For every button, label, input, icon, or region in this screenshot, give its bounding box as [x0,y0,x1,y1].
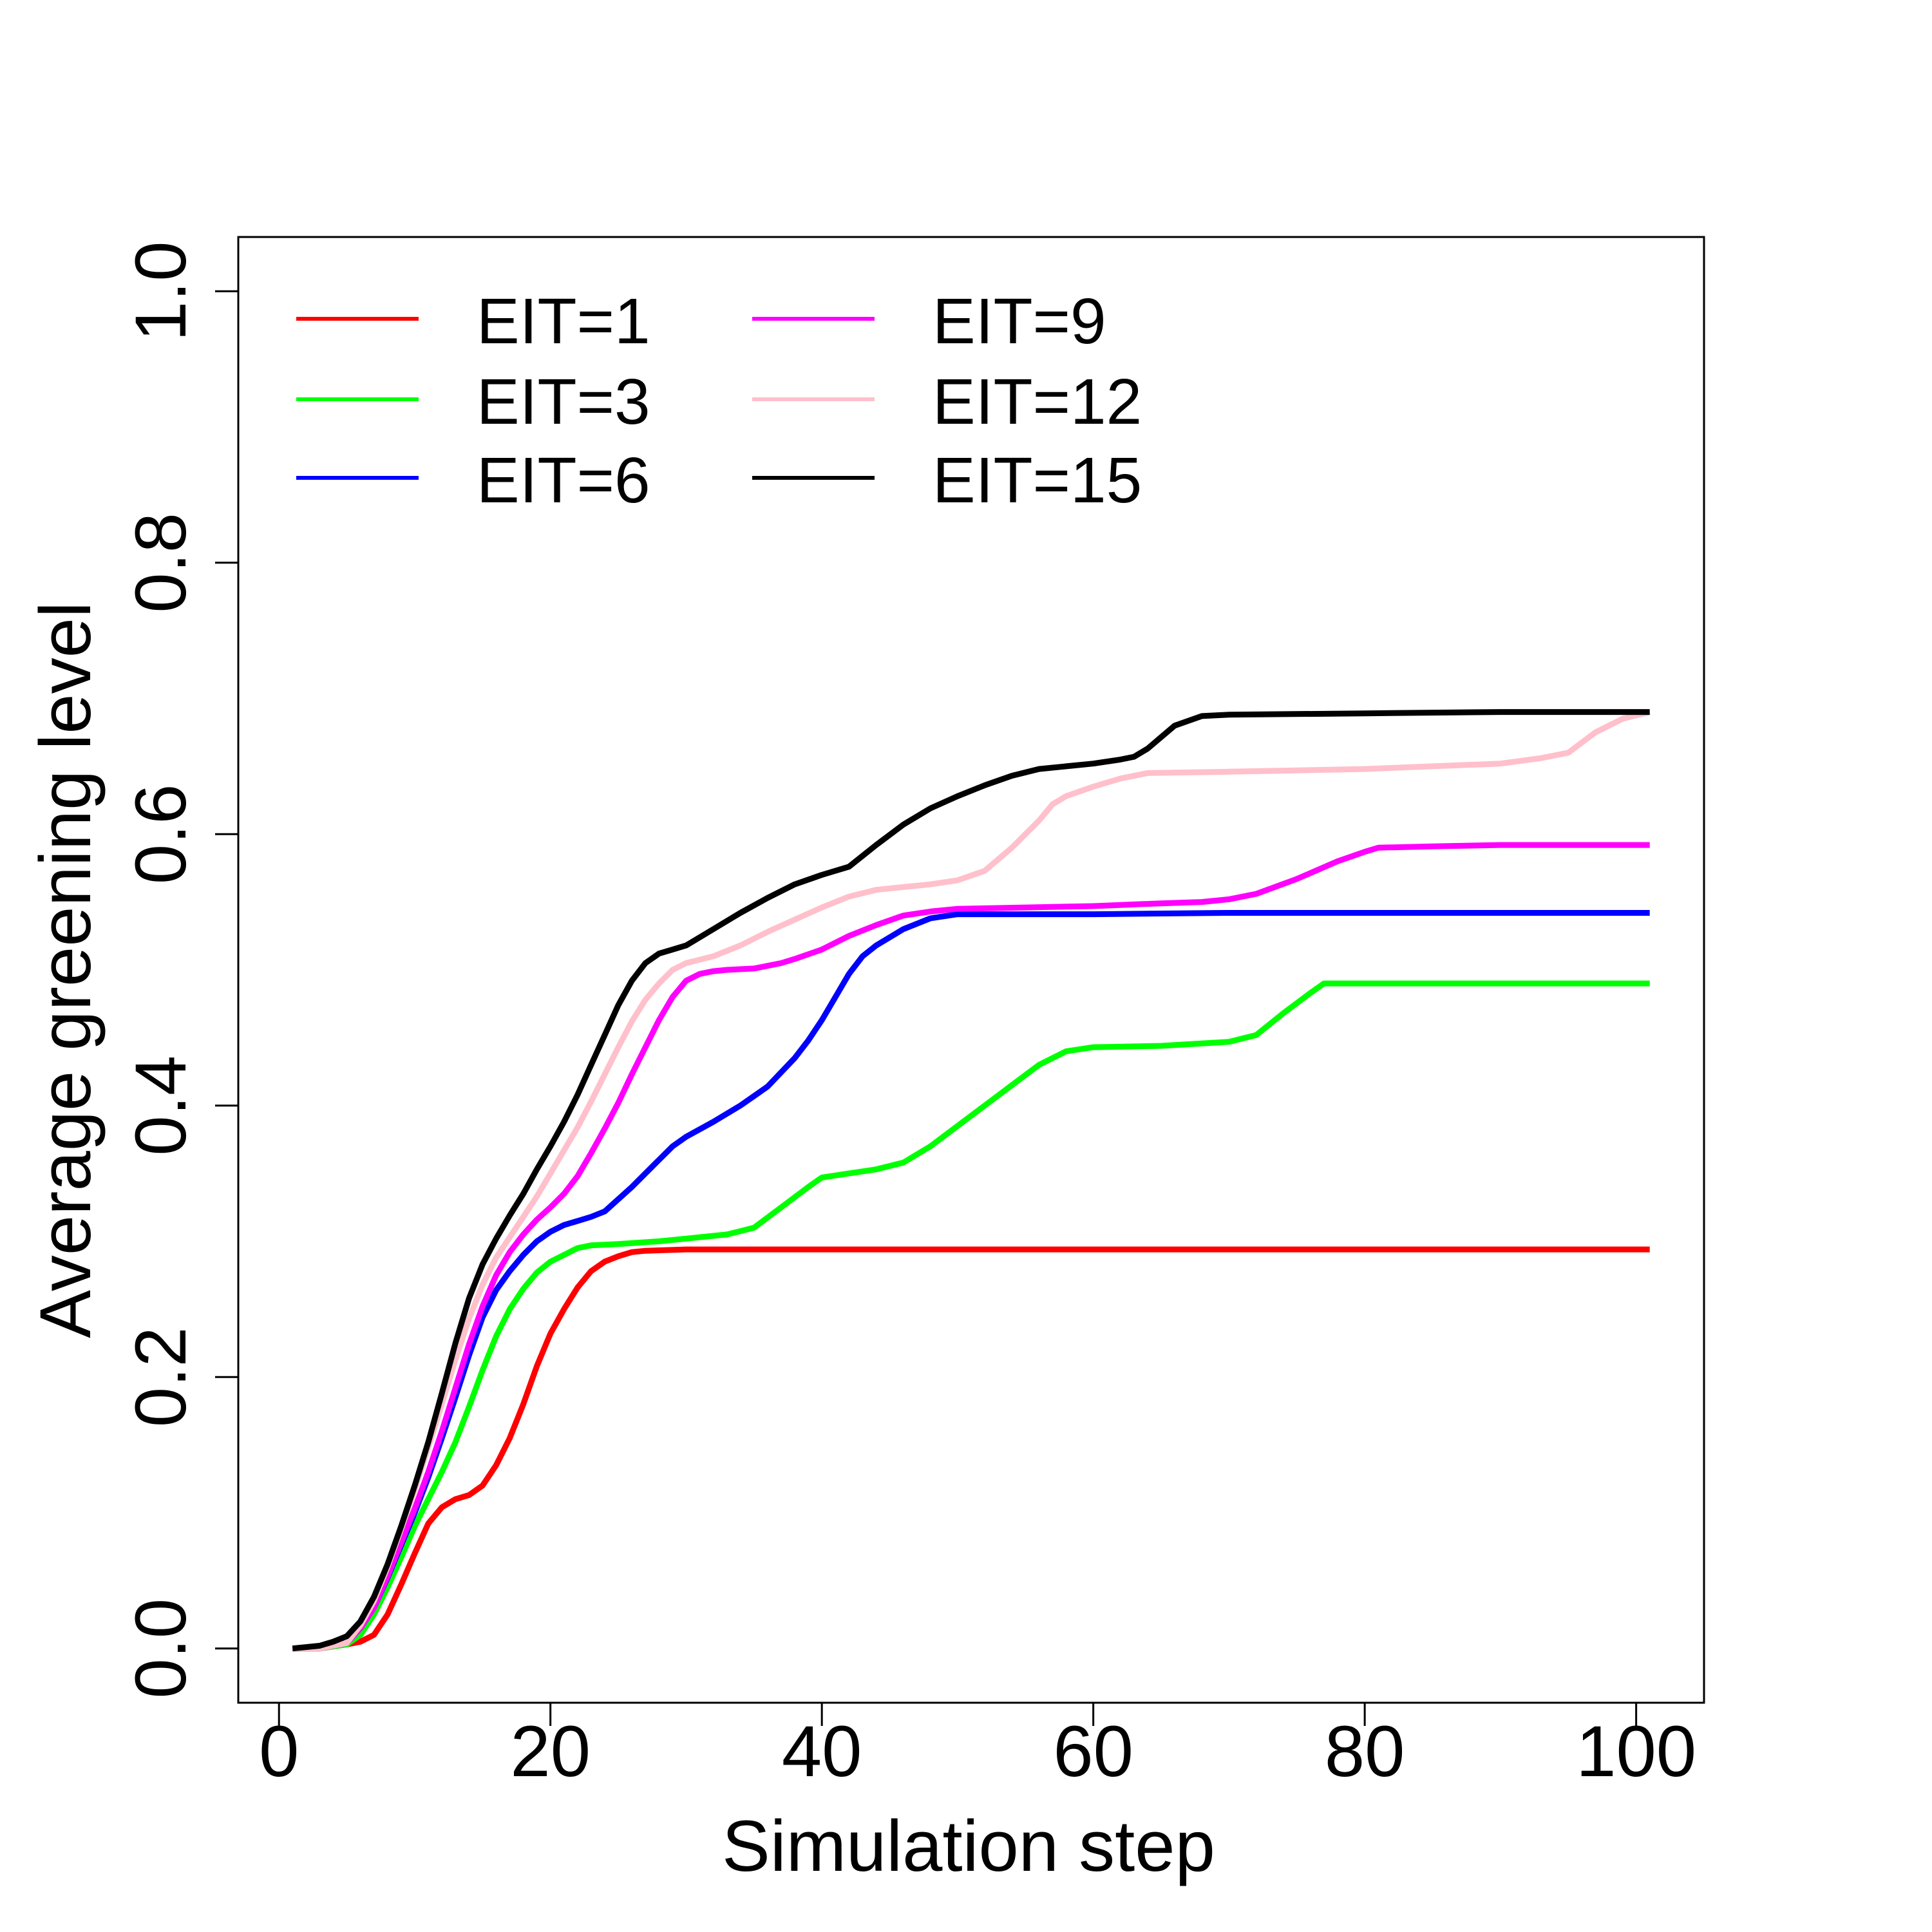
x-tick-label: 0 [259,1711,299,1792]
y-tick-label: 0.8 [120,513,201,613]
y-tick-label: 0.0 [120,1598,201,1699]
series-line-eit-3 [292,980,1650,1652]
x-tick-label: 80 [1325,1711,1405,1792]
y-tick-label: 0.4 [120,1056,201,1156]
axes: 0 20 40 60 80 100 0.0 0.2 0.4 0.6 0.8 1.0 [120,241,1696,1792]
legend-label: EIT=3 [477,366,650,438]
legend-label: EIT=6 [477,444,650,516]
legend-label: EIT=9 [933,285,1106,357]
legend-label: EIT=1 [477,285,650,357]
series-line-eit-9 [292,842,1650,1652]
legend-label: EIT=12 [933,366,1142,438]
legend-label: EIT=15 [933,444,1142,516]
x-tick-label: 60 [1053,1711,1133,1792]
series-layer [292,709,1651,1652]
series-line-eit-15 [292,709,1650,1652]
x-tick-label: 40 [782,1711,862,1792]
y-axis-label: Average greening level [25,601,106,1338]
y-tick-label: 0.2 [120,1327,201,1427]
x-tick-label: 100 [1576,1711,1696,1792]
x-axis-label: Simulation step [722,1806,1215,1886]
y-tick-label: 1.0 [120,241,201,341]
series-line-eit-1 [292,1246,1650,1652]
y-tick-label: 0.6 [120,784,201,884]
x-tick-label: 20 [510,1711,591,1792]
